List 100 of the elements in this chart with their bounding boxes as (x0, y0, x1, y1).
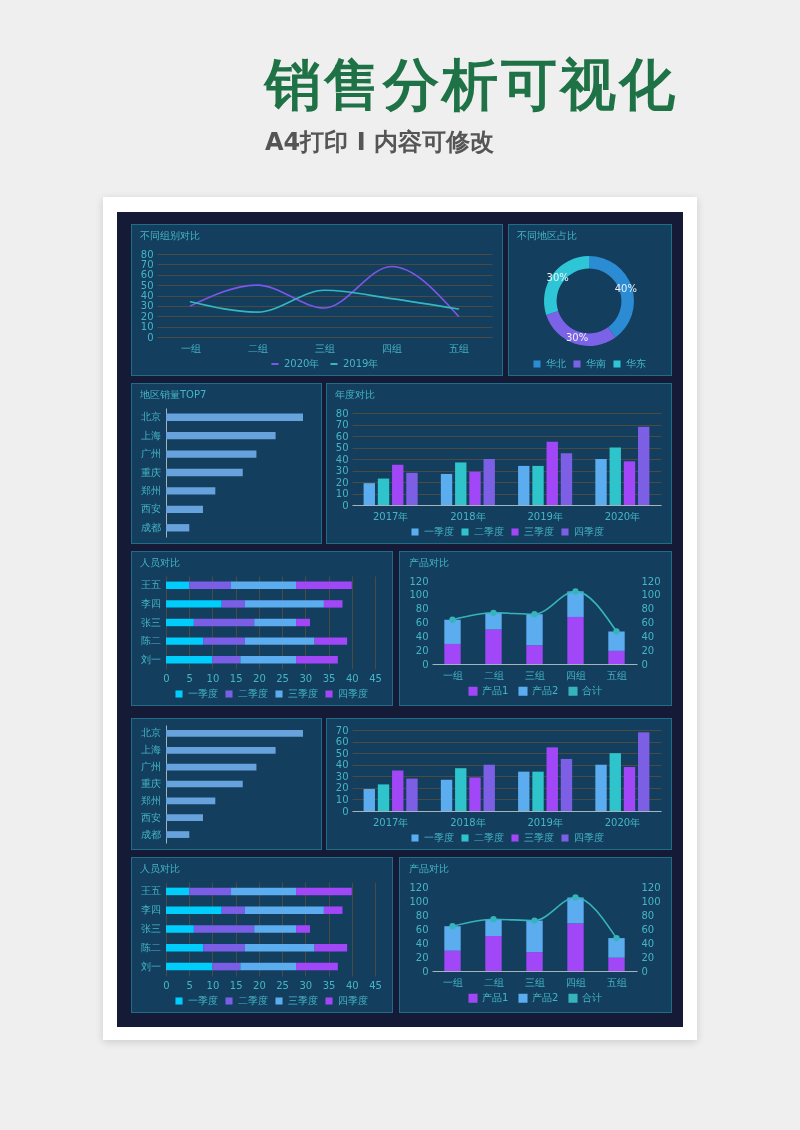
bar (595, 459, 607, 505)
x-tick-label: 二组 (483, 976, 504, 988)
y-tick-label: 80 (140, 248, 154, 260)
legend-label: 合计 (582, 992, 602, 1004)
bar (323, 600, 343, 608)
bar (595, 764, 607, 811)
legend-label: 四季度 (574, 832, 604, 843)
y2-tick-label: 60 (641, 923, 655, 935)
legend-label: 三季度 (288, 995, 318, 1006)
x-tick-label: 35 (322, 672, 336, 684)
bar (244, 944, 315, 952)
x-tick-label: 2018年 (450, 510, 486, 522)
bar (166, 450, 257, 458)
bar (526, 920, 543, 953)
y-tick-label: 30 (335, 465, 349, 476)
bar (609, 753, 621, 811)
x-tick-label: 25 (276, 672, 289, 684)
point (531, 611, 538, 618)
bar (567, 616, 584, 664)
y-tick-label: 60 (415, 617, 429, 628)
bar (166, 618, 194, 627)
bar (444, 619, 461, 644)
legend-label: 三季度 (288, 688, 318, 699)
bar (166, 431, 276, 440)
y2-tick-label: 120 (641, 881, 661, 893)
y-tick-label: 张三 (140, 616, 161, 628)
x-tick-label: 二组 (483, 669, 504, 681)
x-tick-label: 2019年 (527, 816, 563, 828)
bar (485, 629, 502, 664)
y-tick-label: 100 (409, 895, 429, 907)
legend-label: 三季度 (524, 526, 554, 537)
y2-tick-label: 0 (641, 658, 648, 670)
x-tick-label: 四组 (565, 976, 586, 988)
bar (518, 465, 530, 505)
point (613, 628, 620, 635)
x-tick-label: 五组 (606, 976, 627, 988)
legend-label: 一季度 (424, 832, 454, 843)
bar (392, 770, 404, 811)
y-tick-label: 60 (335, 736, 349, 748)
bar (363, 483, 375, 505)
bar (623, 767, 636, 811)
bar (485, 612, 502, 630)
data-label: 30% (565, 331, 589, 343)
bar (296, 962, 338, 971)
bar (608, 938, 625, 958)
y-tick-label: 0 (422, 965, 429, 977)
point (449, 923, 456, 930)
y-tick-label: 0 (342, 499, 349, 511)
y-tick-label: 40 (335, 453, 349, 465)
bar (221, 600, 245, 608)
y-tick-label: 50 (335, 442, 349, 453)
y-tick-label: 60 (335, 430, 349, 442)
legend-label: 产品1 (482, 992, 509, 1004)
bar (609, 447, 621, 505)
x-tick-label: 0 (163, 672, 170, 684)
bar (166, 413, 303, 421)
y-tick-label: 西安 (140, 503, 161, 515)
x-tick-label: 一组 (181, 342, 201, 354)
bar (296, 618, 310, 627)
x-tick-label: 五组 (606, 669, 627, 681)
bar (231, 581, 297, 590)
point (449, 616, 456, 623)
y-tick-label: 10 (140, 321, 154, 333)
legend-label: 三季度 (524, 832, 554, 843)
bar (444, 643, 461, 664)
legend-label: 华南 (586, 358, 606, 369)
point (572, 588, 579, 595)
y-tick-label: 李四 (140, 904, 161, 916)
x-tick-label: 2020年 (604, 816, 641, 828)
bar (166, 925, 194, 933)
bar (485, 919, 502, 936)
bar (166, 887, 190, 896)
legend-label: 合计 (582, 685, 602, 697)
bar (455, 768, 467, 811)
y2-tick-label: 0 (641, 965, 648, 977)
x-tick-label: 2020年 (604, 510, 641, 522)
bar (526, 952, 543, 971)
y2-tick-label: 40 (641, 630, 655, 642)
legend-label: 四季度 (338, 688, 368, 699)
bar (469, 777, 481, 811)
legend-label: 二季度 (474, 832, 504, 843)
x-tick-label: 四组 (382, 342, 402, 354)
bar (623, 461, 636, 505)
bar (392, 464, 404, 505)
y-tick-label: 郑州 (140, 794, 161, 806)
chart-title: 产品对比 (408, 863, 449, 874)
legend-label: 华东 (626, 358, 646, 369)
bar (377, 478, 390, 505)
legend-label: 一季度 (424, 526, 454, 537)
bar (440, 779, 453, 811)
bar (166, 763, 257, 771)
bar (469, 471, 481, 505)
legend-label: 2020年 (284, 358, 320, 369)
x-tick-label: 三组 (524, 669, 545, 681)
y2-tick-label: 20 (641, 644, 655, 656)
point (572, 894, 579, 901)
x-tick-label: 2018年 (450, 816, 486, 828)
bar (166, 962, 213, 971)
legend-label: 二季度 (238, 995, 268, 1006)
chart-title: 人员对比 (140, 557, 180, 568)
